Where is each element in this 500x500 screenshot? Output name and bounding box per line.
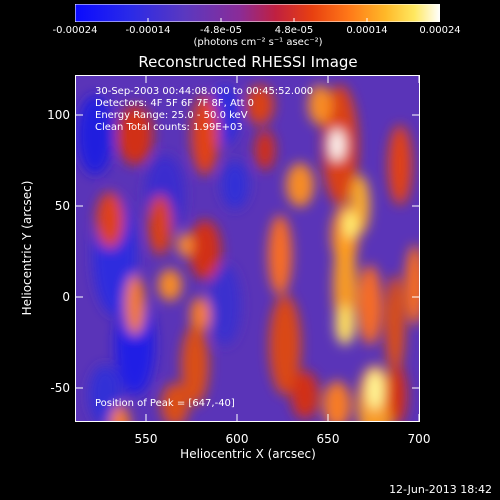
x-tick-label: 700	[407, 432, 431, 446]
y-tick-label: 0	[62, 290, 70, 304]
footer-timestamp: 12-Jun-2013 18:42	[389, 483, 492, 496]
y-axis-label: Heliocentric Y (arcsec)	[20, 180, 34, 316]
colorbar-tick: -4.8e-05	[200, 25, 242, 36]
colorbar-tick: -0.00014	[125, 25, 171, 36]
info-line-counts: Clean Total counts: 1.99E+03	[95, 122, 243, 133]
x-axis-label: Heliocentric X (arcsec)	[180, 447, 316, 461]
colorbar	[75, 4, 440, 22]
info-line-detectors: Detectors: 4F 5F 6F 7F 8F, Att 0	[95, 98, 255, 109]
x-tick-label: 650	[316, 432, 340, 446]
x-tick-label: 600	[225, 432, 249, 446]
colorbar-tick: 0.00024	[419, 25, 461, 36]
colorbar-tick: -0.00024	[52, 25, 98, 36]
y-tick-label: -50	[50, 381, 70, 395]
info-line-time: 30-Sep-2003 00:44:08.000 to 00:45:52.000	[95, 86, 314, 97]
colorbar-unit-label: (photons cm⁻² s⁻¹ asec⁻²)	[193, 37, 323, 48]
peak-position-label: Position of Peak = [647,-40]	[95, 398, 235, 409]
y-tick-label: 100	[47, 108, 70, 122]
plot-title: Reconstructed RHESSI Image	[138, 53, 358, 71]
y-tick-label: 50	[54, 199, 70, 213]
info-line-energy: Energy Range: 25.0 - 50.0 keV	[95, 110, 248, 121]
colorbar-tick: 0.00014	[346, 25, 388, 36]
colorbar-tick: 4.8e-05	[274, 25, 314, 36]
plot-frame	[75, 75, 420, 422]
heatmap-image	[75, 75, 420, 422]
x-tick-label: 550	[134, 432, 158, 446]
